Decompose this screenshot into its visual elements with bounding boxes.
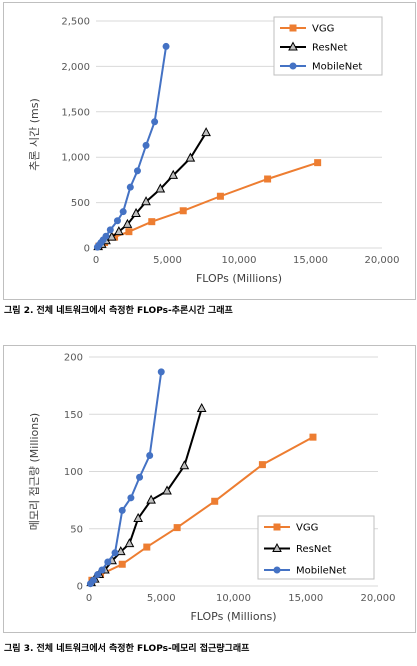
x-tick-label: 5,000	[147, 593, 176, 604]
series-line-mobilenet	[89, 371, 163, 585]
y-tick-label: 200	[64, 353, 83, 364]
data-point-vgg	[173, 524, 181, 532]
data-point-resnet	[185, 152, 196, 162]
y-tick-label: 0	[77, 582, 83, 593]
data-point-mobilenet	[94, 571, 102, 579]
x-tick-label: 5,000	[153, 255, 182, 266]
data-point-vgg	[118, 560, 126, 568]
data-point-resnet	[124, 538, 135, 548]
x-tick-label: 15,000	[293, 255, 328, 266]
x-tick-label: 10,000	[222, 255, 257, 266]
chart-panel-memory-access: 0 50 100 150 200 0 5,000 10,000 15,000 20,000 FLOP…	[3, 345, 416, 633]
data-point-mobilenet	[151, 118, 159, 126]
data-point-vgg	[258, 461, 266, 469]
data-point-vgg	[125, 228, 133, 236]
x-tick-label: 10,000	[216, 593, 251, 604]
x-tick-label: 20,000	[361, 593, 396, 604]
legend-marker-vgg	[273, 523, 281, 531]
legend-label-vgg: VGG	[312, 24, 334, 35]
data-point-mobilenet	[127, 494, 135, 502]
x-tick-label: 20,000	[365, 255, 400, 266]
y-tick-label: 50	[70, 524, 83, 535]
data-point-resnet	[122, 218, 133, 228]
legend-label-mobilenet: MobileNet	[296, 566, 346, 577]
legend-marker-mobilenet	[273, 566, 281, 574]
series-line-resnet	[90, 408, 203, 584]
x-axis-label: FLOPs (Millions)	[196, 272, 282, 285]
data-point-resnet	[106, 231, 117, 241]
figure-caption-3: 그림 3. 전체 네트워크에서 측정한 FLOPs-메모리 접근량그래프	[4, 644, 250, 654]
y-tick-label: 150	[64, 410, 83, 421]
data-point-mobilenet	[126, 183, 134, 191]
data-point-resnet	[131, 207, 141, 217]
data-point-resnet	[146, 494, 156, 504]
legend-label-vgg: VGG	[296, 523, 318, 534]
data-point-mobilenet	[89, 576, 97, 584]
figure-caption-2: 그림 2. 전체 네트워크에서 측정한 FLOPs-추론시간 그래프	[4, 306, 233, 316]
data-point-resnet	[196, 402, 207, 413]
data-point-vgg	[148, 218, 156, 226]
legend-marker-mobilenet	[289, 62, 297, 70]
data-point-vgg	[143, 543, 151, 551]
chart-memory-access: 0 50 100 150 200 0 5,000 10,000 15,000 20,000 FLOP…	[28, 353, 396, 624]
legend-marker-resnet	[272, 542, 282, 552]
data-point-mobilenet	[113, 217, 121, 225]
y-tick-label: 2,000	[61, 62, 90, 73]
data-point-vgg	[216, 192, 224, 200]
data-point-resnet	[168, 169, 179, 179]
data-point-mobilenet	[157, 368, 165, 376]
data-point-mobilenet	[119, 208, 127, 216]
legend-label-mobilenet: MobileNet	[312, 62, 362, 73]
data-point-mobilenet	[102, 232, 110, 240]
series-line-resnet	[97, 132, 207, 248]
data-point-mobilenet	[136, 473, 144, 481]
data-point-mobilenet	[106, 226, 114, 234]
data-point-mobilenet	[118, 506, 126, 514]
data-point-resnet	[179, 460, 190, 470]
legend-label-resnet: ResNet	[296, 544, 331, 555]
legend-label-resnet: ResNet	[312, 43, 347, 54]
data-point-mobilenet	[142, 141, 150, 149]
data-point-resnet	[114, 226, 124, 236]
y-tick-label: 2,500	[61, 17, 90, 28]
chart-inference-time: 0 500 1,000 1,500 2,000 2,500 0 5,000 10,000 15,0…	[28, 16, 400, 285]
data-point-vgg	[179, 207, 187, 215]
x-tick-label: 0	[93, 255, 99, 266]
y-tick-label: 1,000	[61, 153, 90, 164]
data-point-mobilenet	[162, 42, 170, 50]
y-axis-label: 메모리 접근량 (Millions)	[28, 413, 41, 530]
legend-marker-vgg	[289, 24, 297, 32]
data-point-mobilenet	[98, 566, 106, 574]
data-point-mobilenet	[111, 549, 119, 557]
legend-marker-resnet	[288, 41, 298, 51]
y-tick-label: 500	[71, 198, 90, 209]
y-tick-label: 100	[64, 467, 83, 478]
data-point-vgg	[314, 159, 322, 167]
data-point-resnet	[115, 546, 126, 556]
data-point-mobilenet	[146, 451, 154, 459]
data-point-resnet	[162, 485, 172, 495]
data-point-resnet	[155, 183, 166, 193]
x-tick-label: 0	[86, 593, 92, 604]
data-point-resnet	[141, 196, 151, 206]
data-point-resnet	[201, 127, 211, 137]
data-point-resnet	[133, 512, 143, 522]
data-point-mobilenet	[104, 558, 112, 566]
data-point-mobilenet	[133, 167, 141, 175]
data-point-vgg	[309, 433, 317, 441]
chart-panel-inference-time: 0 500 1,000 1,500 2,000 2,500 0 5,000 10,000 15,0…	[3, 2, 416, 300]
y-axis-label: 추론 시간 (ms)	[28, 98, 41, 171]
x-axis-label: FLOPs (Millions)	[190, 610, 276, 623]
data-point-vgg	[264, 175, 272, 183]
x-tick-label: 15,000	[288, 593, 323, 604]
y-tick-label: 0	[84, 244, 90, 255]
data-point-vgg	[211, 497, 219, 505]
y-tick-label: 1,500	[61, 107, 90, 118]
